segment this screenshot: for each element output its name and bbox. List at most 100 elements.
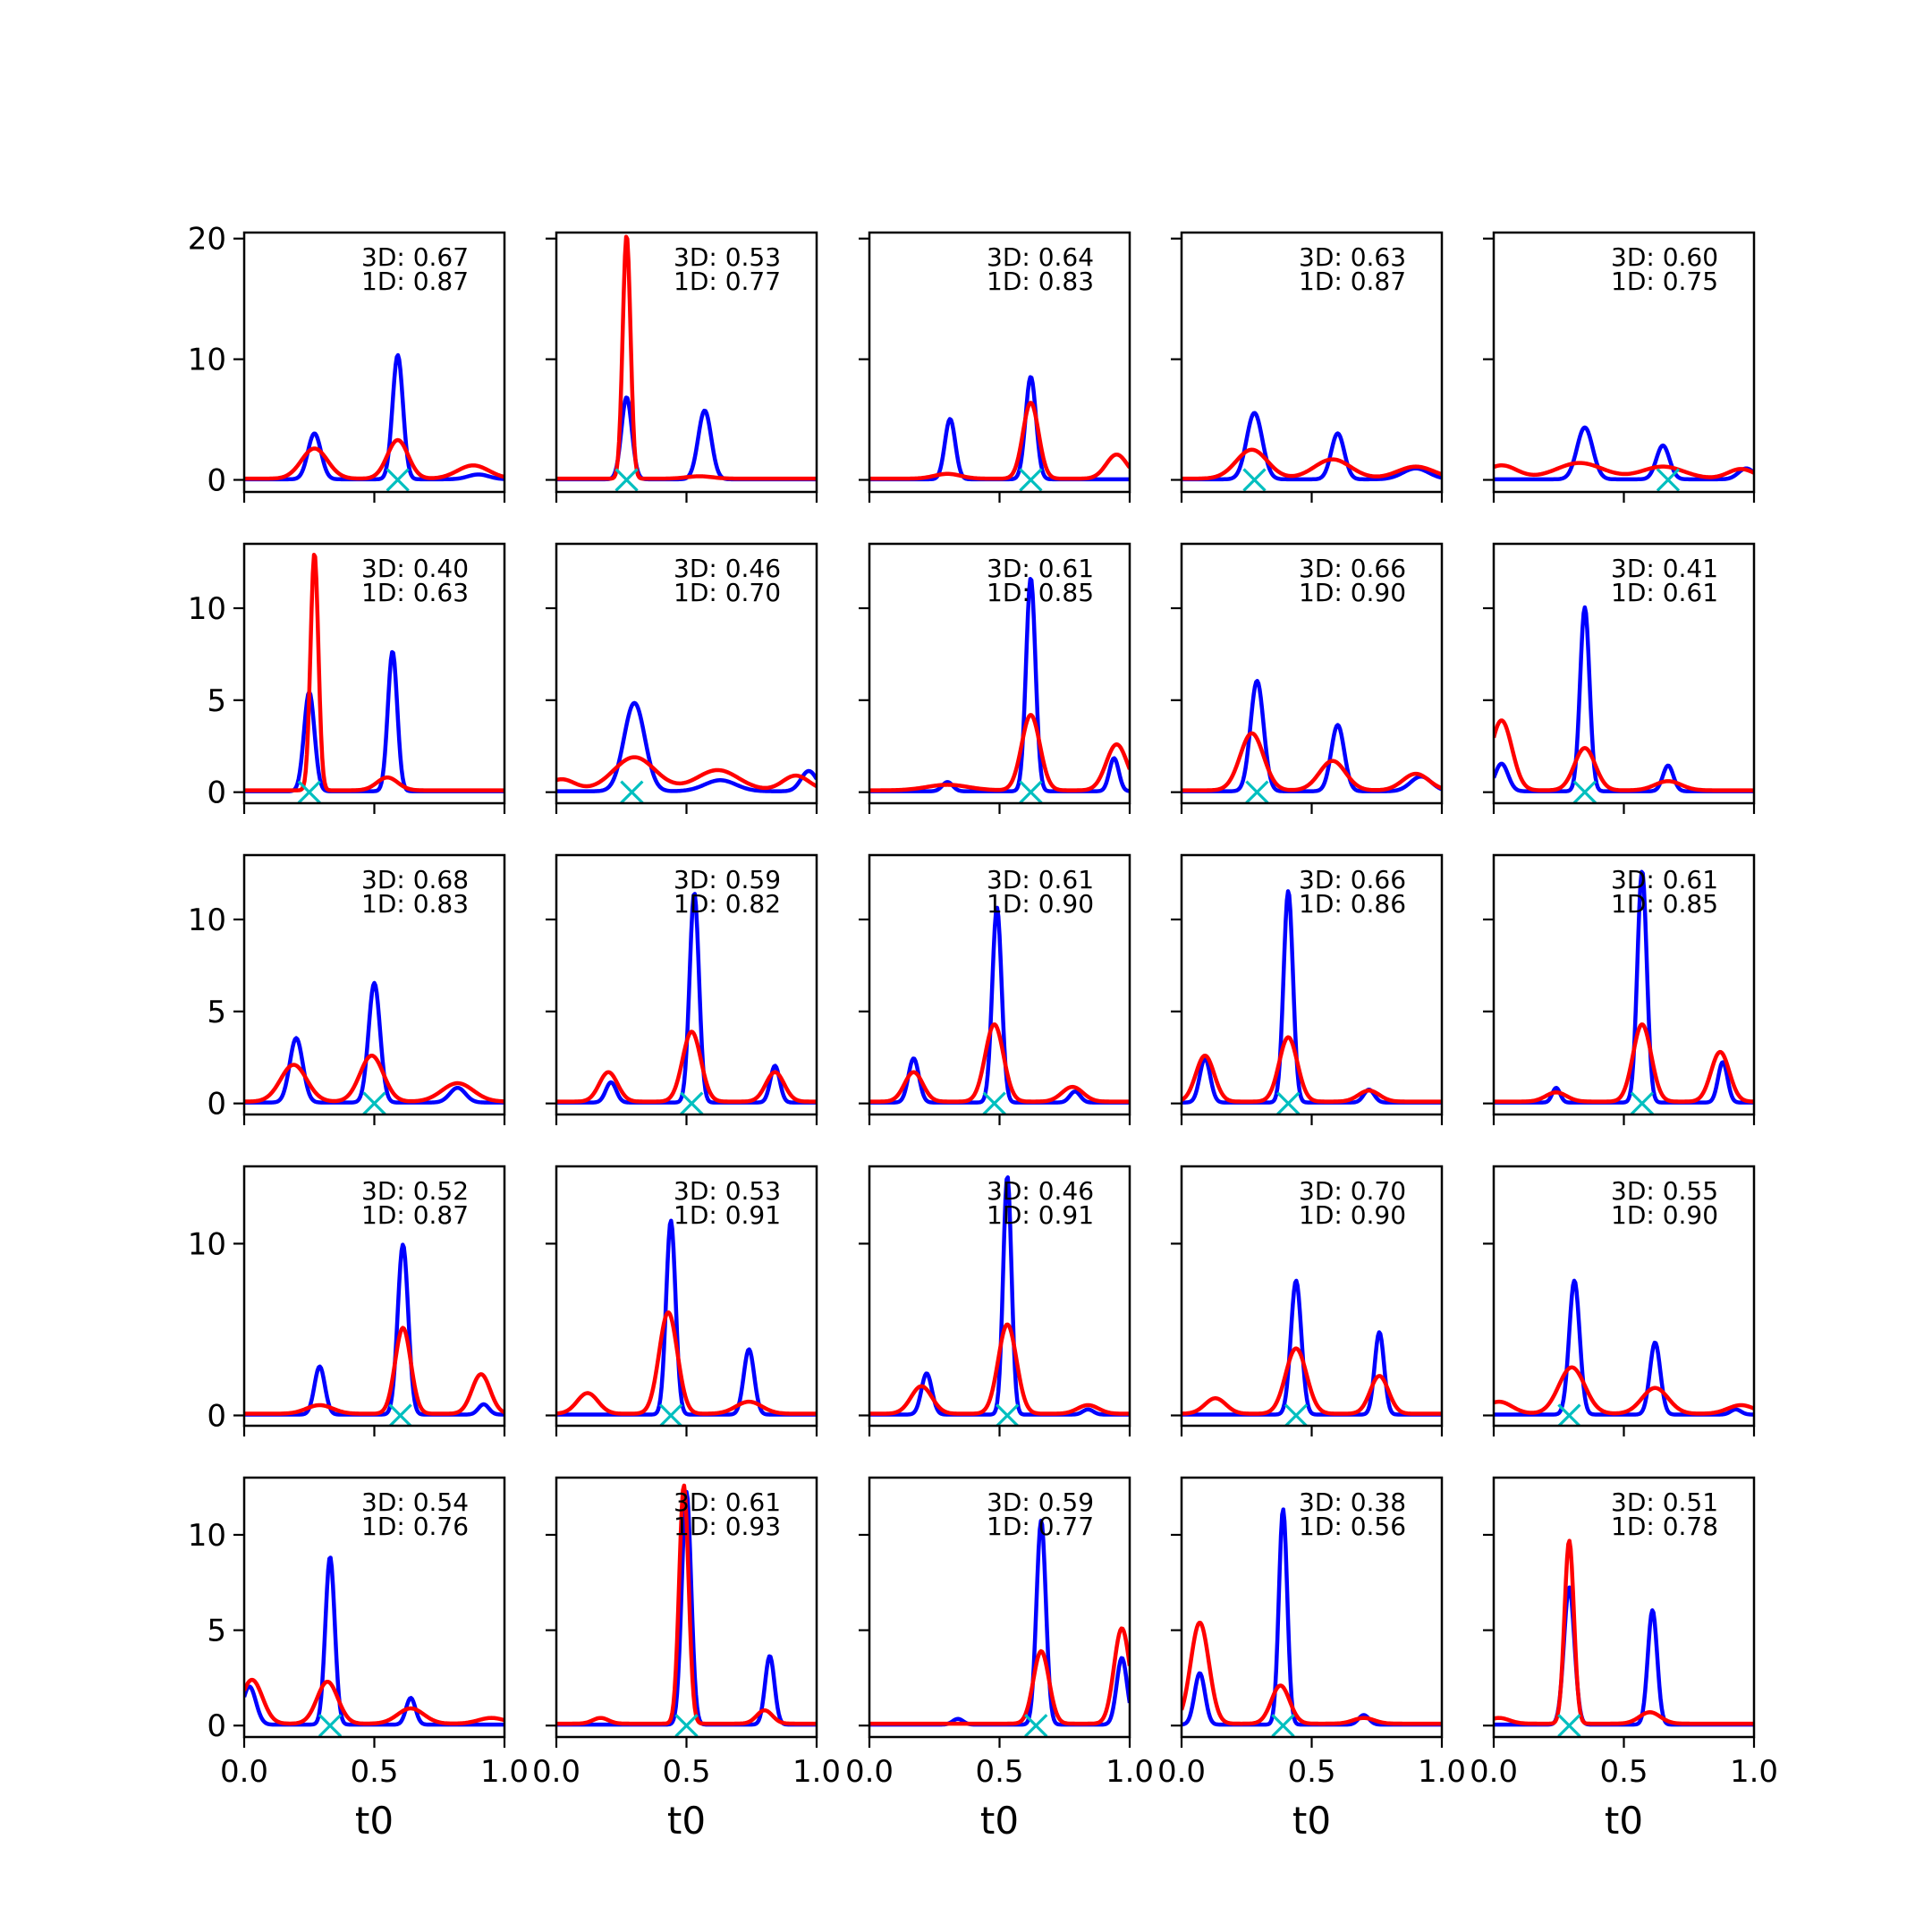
peak-marker xyxy=(680,1091,704,1114)
score-3d-label: 3D: 0.61 xyxy=(987,554,1094,583)
series-1d-line xyxy=(1494,1365,1754,1416)
x-axis-label: t0 xyxy=(667,1799,706,1843)
score-3d-label: 3D: 0.64 xyxy=(987,242,1094,272)
score-3d-label: 3D: 0.66 xyxy=(1299,865,1406,894)
score-3d-label: 3D: 0.40 xyxy=(361,554,469,583)
y-tick-label: 10 xyxy=(188,343,226,378)
x-tick-label: 1.0 xyxy=(792,1754,841,1790)
score-1d-label: 1D: 0.90 xyxy=(1299,1200,1406,1230)
series-3d-line xyxy=(244,649,504,793)
score-3d-label: 3D: 0.54 xyxy=(361,1487,469,1517)
series-1d-line xyxy=(244,1677,504,1726)
series-1d-line xyxy=(244,1326,504,1416)
series-3d-line xyxy=(556,700,817,793)
score-1d-label: 1D: 0.75 xyxy=(1611,267,1718,296)
score-3d-label: 3D: 0.66 xyxy=(1299,554,1406,583)
peak-marker xyxy=(297,780,321,803)
series-3d-line xyxy=(556,1218,817,1417)
score-1d-label: 1D: 0.83 xyxy=(987,267,1094,296)
score-3d-label: 3D: 0.59 xyxy=(674,865,781,894)
score-3d-label: 3D: 0.46 xyxy=(987,1176,1094,1206)
score-3d-label: 3D: 0.60 xyxy=(1611,242,1718,272)
y-tick-label: 20 xyxy=(188,222,226,258)
score-3d-label: 3D: 0.63 xyxy=(1299,242,1406,272)
x-axis-label: t0 xyxy=(355,1799,394,1843)
score-1d-label: 1D: 0.78 xyxy=(1611,1512,1718,1541)
x-tick-label: 0.0 xyxy=(532,1754,580,1790)
series-1d-line xyxy=(1182,1620,1442,1726)
x-axis-label: t0 xyxy=(980,1799,1019,1843)
series-3d-line xyxy=(556,395,817,482)
series-1d-line xyxy=(244,1053,504,1104)
peak-marker xyxy=(1276,1091,1301,1114)
series-3d-line xyxy=(244,1242,504,1417)
peak-marker xyxy=(362,1091,386,1114)
peak-marker xyxy=(1572,780,1597,803)
x-tick-label: 0.5 xyxy=(1287,1754,1335,1790)
series-1d-line xyxy=(869,713,1130,792)
score-1d-label: 1D: 0.61 xyxy=(1611,578,1718,607)
series-1d-line xyxy=(556,1030,817,1104)
y-tick-label: 0 xyxy=(207,775,226,811)
score-1d-label: 1D: 0.85 xyxy=(987,578,1094,607)
peak-marker xyxy=(1019,780,1043,803)
series-3d-line xyxy=(244,352,504,482)
x-tick-label: 0.5 xyxy=(975,1754,1023,1790)
series-1d-line xyxy=(1494,1538,1754,1726)
peak-marker xyxy=(386,468,410,492)
peak-marker xyxy=(1271,1714,1295,1737)
series-3d-line xyxy=(244,1555,504,1727)
y-tick-label: 5 xyxy=(207,683,226,719)
series-1d-line xyxy=(1182,447,1442,481)
x-tick-label: 0.0 xyxy=(845,1754,894,1790)
series-3d-line xyxy=(869,577,1130,793)
peak-marker xyxy=(1019,468,1043,492)
score-1d-label: 1D: 0.91 xyxy=(987,1200,1094,1230)
series-1d-line xyxy=(556,1310,817,1416)
series-3d-line xyxy=(1494,869,1754,1105)
series-1d-line xyxy=(244,437,504,481)
x-tick-label: 0.5 xyxy=(1599,1754,1648,1790)
score-1d-label: 1D: 0.83 xyxy=(361,889,469,919)
series-3d-line xyxy=(1494,1585,1754,1727)
series-1d-line xyxy=(869,1322,1130,1416)
score-1d-label: 1D: 0.70 xyxy=(674,578,781,607)
peak-marker xyxy=(1242,468,1267,492)
y-tick-label: 0 xyxy=(207,1087,226,1123)
series-1d-line xyxy=(1494,461,1754,479)
series-1d-line xyxy=(556,1483,817,1726)
series-3d-line xyxy=(1182,1278,1442,1417)
score-3d-label: 3D: 0.52 xyxy=(361,1176,469,1206)
peak-marker xyxy=(1630,1091,1655,1114)
series-1d-line xyxy=(244,552,504,792)
peak-marker xyxy=(620,780,644,803)
score-3d-label: 3D: 0.70 xyxy=(1299,1176,1406,1206)
x-axis-label: t0 xyxy=(1605,1799,1643,1843)
x-tick-label: 0.5 xyxy=(662,1754,710,1790)
score-1d-label: 1D: 0.90 xyxy=(1611,1200,1718,1230)
x-tick-label: 1.0 xyxy=(1418,1754,1466,1790)
series-1d-line xyxy=(1182,731,1442,792)
score-1d-label: 1D: 0.85 xyxy=(1611,889,1718,919)
series-3d-line xyxy=(1182,889,1442,1105)
series-3d-line xyxy=(1494,605,1754,793)
y-tick-label: 0 xyxy=(207,1708,226,1744)
score-3d-label: 3D: 0.67 xyxy=(361,242,469,272)
score-3d-label: 3D: 0.59 xyxy=(987,1487,1094,1517)
peak-marker xyxy=(1245,780,1269,803)
